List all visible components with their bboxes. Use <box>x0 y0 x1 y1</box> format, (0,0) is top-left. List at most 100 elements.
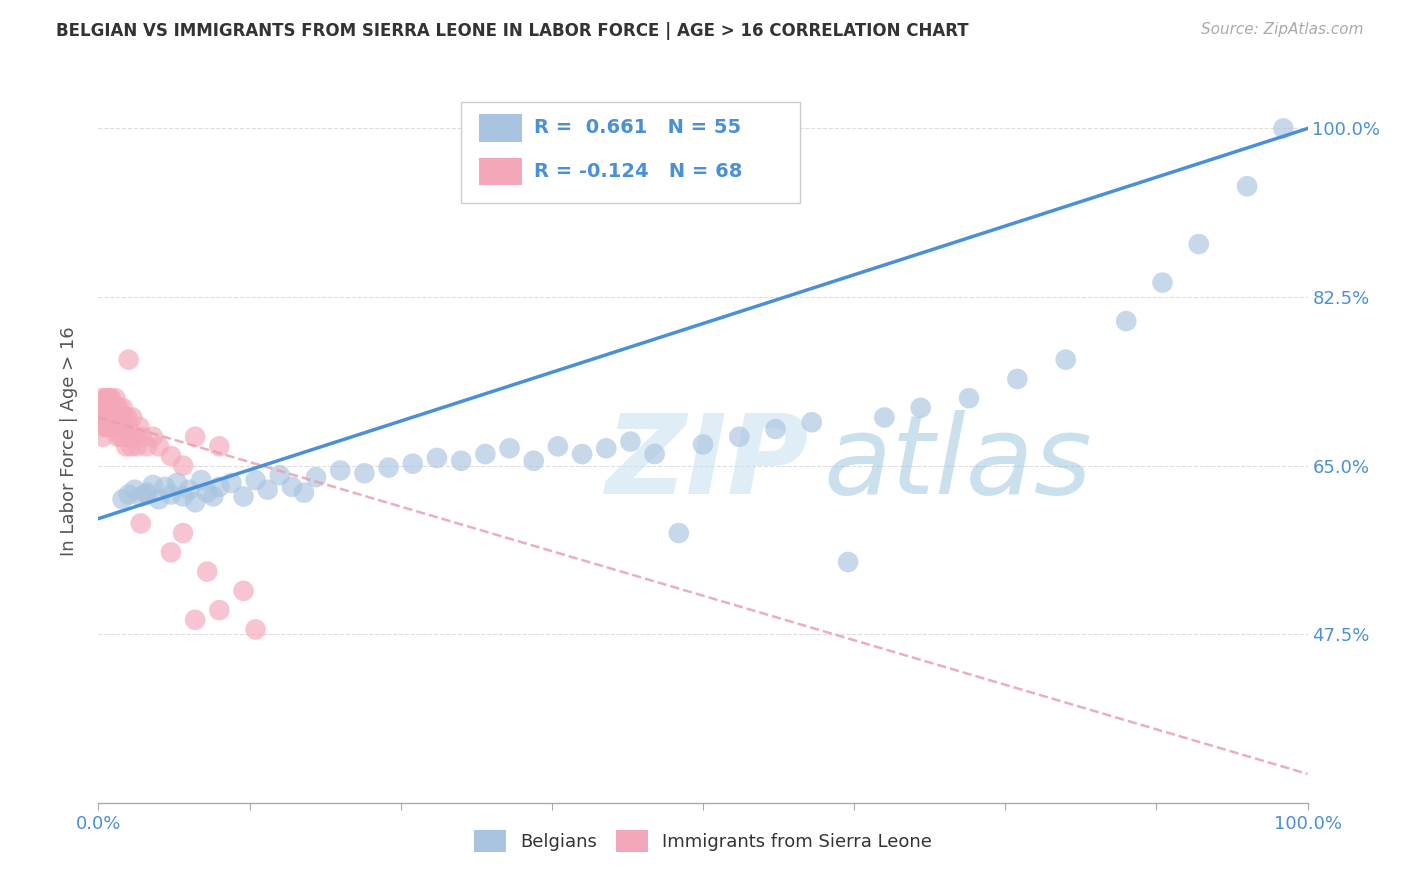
Point <box>108 410 131 425</box>
Point <box>121 410 143 425</box>
Point <box>910 401 932 415</box>
Point <box>98 391 121 405</box>
Point <box>1054 352 1077 367</box>
Point <box>571 447 593 461</box>
Point <box>112 420 135 434</box>
Point <box>108 401 131 415</box>
Point <box>135 487 157 501</box>
Point <box>281 480 304 494</box>
Point <box>668 526 690 541</box>
Point <box>800 415 823 429</box>
Point <box>160 487 183 501</box>
Point <box>105 420 128 434</box>
Point <box>184 613 207 627</box>
Point <box>94 391 117 405</box>
Point <box>1236 179 1258 194</box>
Text: Source: ZipAtlas.com: Source: ZipAtlas.com <box>1201 22 1364 37</box>
Point <box>1115 314 1137 328</box>
Point <box>728 430 751 444</box>
Point <box>195 485 218 500</box>
Point <box>118 352 141 367</box>
Point <box>100 401 122 415</box>
Point <box>595 442 617 456</box>
Point <box>104 391 127 405</box>
Point <box>402 457 425 471</box>
Y-axis label: In Labor Force | Age > 16: In Labor Force | Age > 16 <box>59 326 77 557</box>
Point <box>160 545 183 559</box>
Point <box>114 430 136 444</box>
Point <box>129 490 152 504</box>
Point <box>100 420 122 434</box>
Point <box>128 420 150 434</box>
Legend: Belgians, Immigrants from Sierra Leone: Belgians, Immigrants from Sierra Leone <box>467 822 939 859</box>
Point <box>110 430 132 444</box>
Point <box>202 490 225 504</box>
Point <box>100 410 122 425</box>
Point <box>96 420 118 434</box>
Point <box>135 485 157 500</box>
Point <box>292 485 315 500</box>
Point <box>117 410 139 425</box>
Point <box>498 442 520 456</box>
Point <box>153 480 176 494</box>
Point <box>118 420 141 434</box>
Point <box>474 447 496 461</box>
Point <box>101 401 124 415</box>
Point <box>245 473 267 487</box>
Point <box>232 583 254 598</box>
Text: R = -0.124   N = 68: R = -0.124 N = 68 <box>534 161 742 181</box>
Point <box>172 490 194 504</box>
Point <box>208 439 231 453</box>
Point <box>957 391 980 405</box>
Point <box>208 603 231 617</box>
Point <box>127 439 149 453</box>
Point <box>644 447 666 461</box>
Point <box>94 410 117 425</box>
FancyBboxPatch shape <box>479 158 522 185</box>
Point <box>96 401 118 415</box>
Point <box>108 420 131 434</box>
Point <box>103 410 125 425</box>
Text: BELGIAN VS IMMIGRANTS FROM SIERRA LEONE IN LABOR FORCE | AGE > 16 CORRELATION CH: BELGIAN VS IMMIGRANTS FROM SIERRA LEONE … <box>56 22 969 40</box>
Point <box>172 458 194 473</box>
Point <box>195 565 218 579</box>
Point <box>765 422 787 436</box>
Point <box>184 430 207 444</box>
Point <box>100 420 122 434</box>
Point <box>172 526 194 541</box>
Point <box>107 410 129 425</box>
Point <box>873 410 896 425</box>
Point <box>124 483 146 497</box>
Point <box>115 439 138 453</box>
Point <box>111 410 134 425</box>
Point <box>105 401 128 415</box>
Point <box>135 439 157 453</box>
Point <box>118 430 141 444</box>
Point <box>93 420 115 434</box>
Point <box>1272 121 1295 136</box>
Point <box>101 410 124 425</box>
Point <box>114 410 136 425</box>
Point <box>96 391 118 405</box>
Point <box>232 490 254 504</box>
Point <box>256 483 278 497</box>
Point <box>353 467 375 481</box>
Point <box>208 480 231 494</box>
Point <box>1007 372 1029 386</box>
Text: R =  0.661   N = 55: R = 0.661 N = 55 <box>534 119 741 137</box>
Point <box>97 401 120 415</box>
Point <box>148 492 170 507</box>
Point <box>245 623 267 637</box>
Point <box>221 475 243 490</box>
Point <box>131 430 153 444</box>
Point <box>184 495 207 509</box>
Point <box>100 410 122 425</box>
Point <box>377 460 399 475</box>
Point <box>160 449 183 463</box>
Point <box>148 439 170 453</box>
Point <box>111 401 134 415</box>
Point <box>329 463 352 477</box>
Point <box>179 483 201 497</box>
Point <box>166 475 188 490</box>
Point <box>269 468 291 483</box>
